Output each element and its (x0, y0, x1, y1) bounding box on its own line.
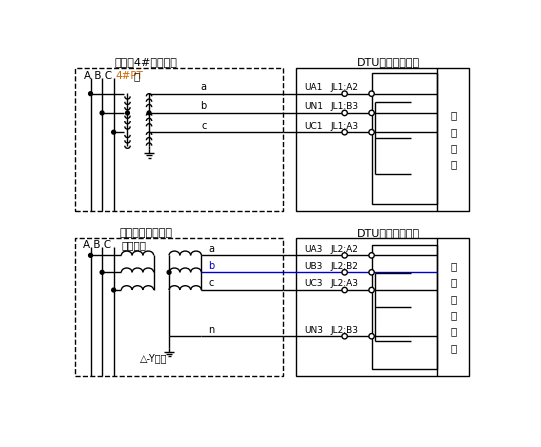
Text: 4#PT: 4#PT (115, 72, 143, 81)
Circle shape (147, 111, 151, 115)
Circle shape (369, 287, 374, 293)
Bar (296, 68, 470, 211)
Circle shape (89, 253, 93, 257)
Text: 变压器柜: 变压器柜 (121, 240, 146, 250)
Text: UC1: UC1 (304, 122, 322, 131)
Circle shape (342, 333, 347, 339)
Circle shape (342, 253, 347, 258)
Circle shape (369, 130, 374, 135)
Circle shape (100, 111, 104, 115)
Bar (75, 68, 283, 211)
Text: JL1:B3: JL1:B3 (331, 102, 359, 111)
Bar (372, 73, 437, 204)
Circle shape (369, 333, 374, 339)
Text: 变压器柜遥测回路: 变压器柜遥测回路 (120, 228, 173, 238)
Bar (372, 245, 437, 369)
Text: 开关柜4#母线电压: 开关柜4#母线电压 (115, 57, 177, 67)
Text: n: n (208, 325, 215, 335)
Circle shape (342, 130, 347, 135)
Text: JL2:A3: JL2:A3 (331, 279, 359, 288)
Circle shape (369, 91, 374, 97)
Text: UN1: UN1 (304, 102, 323, 111)
Text: b: b (201, 101, 207, 111)
Text: JL2:B2: JL2:B2 (331, 262, 359, 271)
Circle shape (89, 92, 93, 96)
Text: c: c (209, 278, 214, 288)
Bar (75, 238, 283, 376)
Text: UA3: UA3 (304, 245, 322, 254)
Text: UN3: UN3 (304, 326, 323, 335)
Text: 采
样
电
压: 采 样 电 压 (450, 110, 456, 169)
Circle shape (167, 270, 171, 274)
Circle shape (369, 270, 374, 275)
Text: a: a (208, 244, 214, 254)
Text: A B C: A B C (84, 72, 113, 81)
Circle shape (369, 110, 374, 116)
Text: c: c (201, 121, 207, 131)
Text: a: a (201, 82, 207, 92)
Text: UC3: UC3 (304, 279, 322, 288)
Circle shape (111, 288, 116, 292)
Text: DTU遥测电压回路: DTU遥测电压回路 (357, 57, 420, 67)
Text: 配
变
采
样
电
压: 配 变 采 样 电 压 (450, 261, 456, 353)
Circle shape (342, 270, 347, 275)
Text: JL2:B3: JL2:B3 (331, 326, 359, 335)
Bar (296, 238, 470, 376)
Text: DTU配变遥测回路: DTU配变遥测回路 (357, 228, 420, 238)
Text: UA1: UA1 (304, 83, 322, 92)
Text: JL2:A2: JL2:A2 (331, 245, 359, 254)
Circle shape (369, 253, 374, 258)
Circle shape (126, 111, 129, 115)
Text: b: b (208, 261, 215, 271)
Text: A B C: A B C (83, 240, 111, 250)
Circle shape (342, 287, 347, 293)
Text: JL1:A2: JL1:A2 (331, 83, 359, 92)
Text: JL1:A3: JL1:A3 (331, 122, 359, 131)
Text: △-Y联结: △-Y联结 (140, 353, 167, 363)
Circle shape (100, 270, 104, 274)
Circle shape (342, 91, 347, 97)
Text: UB3: UB3 (304, 262, 322, 271)
Circle shape (111, 130, 116, 134)
Text: 柜: 柜 (134, 72, 140, 81)
Circle shape (342, 110, 347, 116)
